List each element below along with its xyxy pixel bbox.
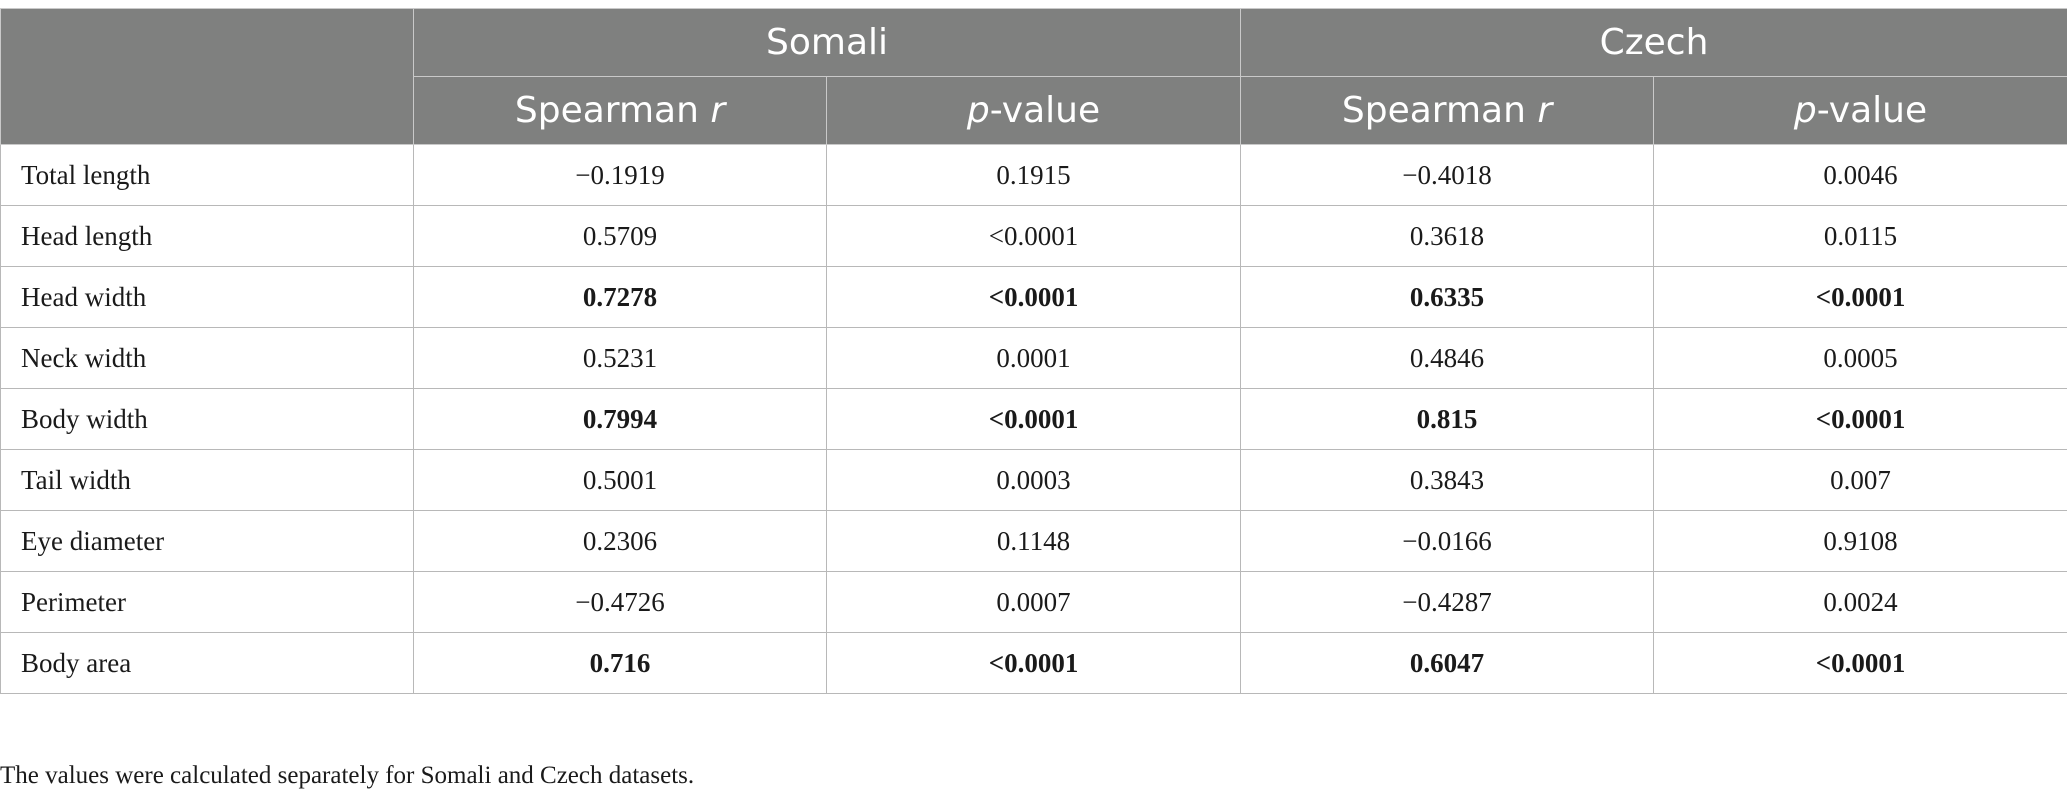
table-cell: 0.4846 — [1240, 327, 1655, 389]
group-header-czech: Czech — [1240, 8, 2067, 77]
table-cell: <0.0001 — [825, 632, 1242, 694]
row-label: Perimeter — [0, 571, 414, 633]
table-cell: 0.0046 — [1653, 144, 2067, 206]
table-cell: −0.1919 — [413, 144, 827, 206]
table-cell: 0.3618 — [1240, 205, 1655, 267]
row-label: Body width — [0, 388, 414, 450]
subheader-italic: r — [1537, 90, 1553, 131]
table-cell: 0.9108 — [1653, 510, 2067, 572]
table-row: Head length 0.5709 <0.0001 0.3618 0.0115 — [0, 205, 2067, 267]
table-header: Somali Czech Spearman r p-value Spearman r… — [0, 8, 2067, 145]
table-cell: −0.4287 — [1240, 571, 1655, 633]
table-cell: 0.5709 — [413, 205, 827, 267]
correlation-table-container: Somali Czech Spearman r p-value Spearman r… — [0, 8, 2067, 694]
table-cell: 0.6335 — [1240, 266, 1655, 328]
header-corner-cell — [0, 8, 414, 145]
table-cell: 0.716 — [413, 632, 827, 694]
table-cell: <0.0001 — [1653, 632, 2067, 694]
table-row: Head width 0.7278 <0.0001 0.6335 <0.0001 — [0, 266, 2067, 328]
subheader-italic: r — [710, 90, 726, 131]
table-row: Body area 0.716 <0.0001 0.6047 <0.0001 — [0, 632, 2067, 694]
table-cell: 0.5001 — [413, 449, 827, 511]
table-row: Eye diameter 0.2306 0.1148 −0.0166 0.9108 — [0, 510, 2067, 572]
table-row: Total length −0.1919 0.1915 −0.4018 0.0046 — [0, 144, 2067, 206]
table-cell: 0.815 — [1240, 388, 1655, 450]
table-cell: −0.4726 — [413, 571, 827, 633]
table-cell: <0.0001 — [825, 388, 1242, 450]
table-cell: <0.0001 — [825, 266, 1242, 328]
table-cell: 0.2306 — [413, 510, 827, 572]
table-cell: <0.0001 — [825, 205, 1242, 267]
subheader-prefix: Spearman — [1341, 90, 1538, 131]
subheader-suffix: -value — [1816, 90, 1928, 131]
group-header-somali: Somali — [412, 8, 1242, 77]
subheader-prefix: Spearman — [514, 90, 711, 131]
subheader-cell: Spearman r — [413, 76, 827, 145]
table-footnote: The values were calculated separately fo… — [0, 762, 695, 789]
table-cell: 0.0005 — [1653, 327, 2067, 389]
row-label: Head width — [0, 266, 414, 328]
row-label: Total length — [0, 144, 414, 206]
row-label: Neck width — [0, 327, 414, 389]
subheader-row: Spearman r p-value Spearman r p-value — [1, 76, 2067, 145]
table-row: Neck width 0.5231 0.0001 0.4846 0.0005 — [0, 327, 2067, 389]
table-cell: 0.0001 — [825, 327, 1242, 389]
table-row: Body width 0.7994 <0.0001 0.815 <0.0001 — [0, 388, 2067, 450]
subheader-cell: p-value — [825, 76, 1242, 145]
table-cell: 0.1148 — [825, 510, 1242, 572]
subheader-italic: p — [966, 90, 990, 131]
table-cell: −0.0166 — [1240, 510, 1655, 572]
subheader-cell: Spearman r — [1240, 76, 1655, 145]
table-cell: 0.0007 — [825, 571, 1242, 633]
table-cell: −0.4018 — [1240, 144, 1655, 206]
table-cell: 0.5231 — [413, 327, 827, 389]
table-row: Perimeter −0.4726 0.0007 −0.4287 0.0024 — [0, 571, 2067, 633]
table-cell: 0.0115 — [1653, 205, 2067, 267]
subheader-suffix: -value — [989, 90, 1101, 131]
table-cell: 0.1915 — [825, 144, 1242, 206]
subheader-italic: p — [1793, 90, 1817, 131]
row-label: Body area — [0, 632, 414, 694]
subheader-cell: p-value — [1653, 76, 2067, 145]
table-cell: 0.0003 — [825, 449, 1242, 511]
table-cell: <0.0001 — [1653, 266, 2067, 328]
table-cell: 0.007 — [1653, 449, 2067, 511]
table-cell: <0.0001 — [1653, 388, 2067, 450]
table-cell: 0.7278 — [413, 266, 827, 328]
table-cell: 0.0024 — [1653, 571, 2067, 633]
table-cell: 0.7994 — [413, 388, 827, 450]
table-cell: 0.3843 — [1240, 449, 1655, 511]
table-body: Total length −0.1919 0.1915 −0.4018 0.0046 He… — [0, 144, 2067, 694]
row-label: Head length — [0, 205, 414, 267]
row-label: Tail width — [0, 449, 414, 511]
correlation-table: Somali Czech Spearman r p-value Spearman r… — [0, 8, 2067, 694]
table-cell: 0.6047 — [1240, 632, 1655, 694]
table-row: Tail width 0.5001 0.0003 0.3843 0.007 — [0, 449, 2067, 511]
row-label: Eye diameter — [0, 510, 414, 572]
